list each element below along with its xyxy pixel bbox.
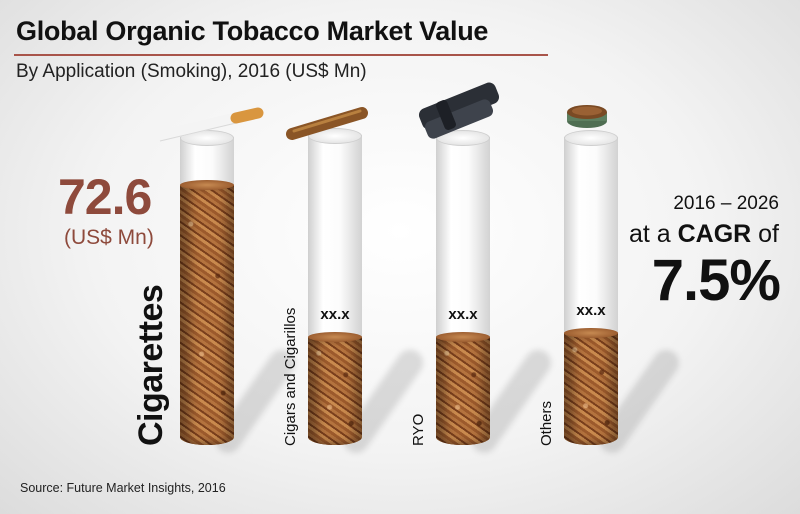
cagr-label: at a CAGR of bbox=[629, 220, 779, 249]
chart-title: Global Organic Tobacco Market Value bbox=[16, 16, 489, 46]
bar-value-label: xx.x bbox=[320, 306, 350, 323]
bar-value-label: xx.x bbox=[576, 302, 606, 319]
bar-fill bbox=[436, 337, 490, 445]
rolling-machine-icon bbox=[418, 82, 500, 139]
cigarettes-unit: (US$ Mn) bbox=[64, 226, 154, 249]
cigarette-icon bbox=[154, 107, 264, 142]
bar-value-label: xx.x bbox=[448, 306, 478, 323]
cagr-prefix: at a bbox=[628, 220, 678, 248]
title-underline bbox=[14, 54, 548, 56]
bar-fill bbox=[564, 333, 618, 445]
cigarettes-value: 72.6 bbox=[58, 169, 152, 225]
bar-ryo bbox=[436, 130, 490, 445]
cagr-suffix: of bbox=[751, 220, 779, 248]
bar-cigars-and-cigarillos bbox=[308, 128, 362, 445]
bar-others bbox=[564, 130, 618, 445]
cagr-word: CAGR bbox=[677, 220, 752, 248]
cigar-icon bbox=[286, 107, 368, 140]
bar-cigarettes bbox=[180, 130, 234, 445]
bar-fill bbox=[308, 337, 362, 445]
cagr-value: 7.5% bbox=[651, 248, 781, 313]
tobacco-tin-icon bbox=[567, 105, 607, 128]
chart-subtitle: By Application (Smoking), 2016 (US$ Mn) bbox=[16, 61, 367, 82]
bar-fill bbox=[180, 185, 234, 445]
cagr-period: 2016 – 2026 bbox=[673, 193, 779, 214]
source-note: Source: Future Market Insights, 2016 bbox=[20, 481, 226, 495]
